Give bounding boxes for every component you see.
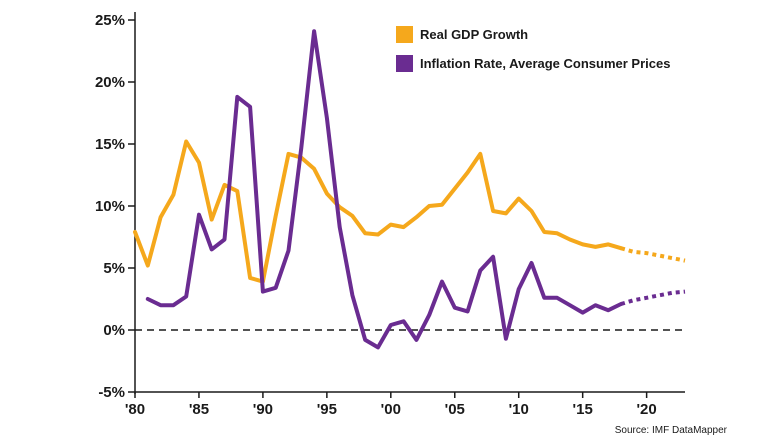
source-note: Source: IMF DataMapper [614, 425, 727, 436]
y-tick-label: 15% [95, 136, 125, 153]
series-lines [133, 29, 686, 350]
x-tick-label: '00 [381, 401, 401, 418]
y-tick-label: 20% [95, 74, 125, 91]
x-tick-label: '90 [253, 401, 273, 418]
axes: -5% 0% 5% 10% 15% 20% 25% '80 '85 '90 '95 '00 '05 '10… [95, 12, 685, 418]
x-tick-label: '80 [125, 401, 145, 418]
x-tick-label: '05 [445, 401, 465, 418]
x-tick-label: '20 [636, 401, 656, 418]
x-tick-label: '85 [189, 401, 209, 418]
legend-swatch-inflation-rate [396, 55, 413, 72]
legend-label-inflation-rate: Inflation Rate, Average Consumer Prices [420, 56, 670, 71]
series-line-inflation-rate [145, 29, 623, 350]
y-tick-label: 10% [95, 198, 125, 215]
y-tick-label: 5% [103, 260, 125, 277]
x-tick-label: '15 [573, 401, 593, 418]
legend: Real GDP Growth Inflation Rate, Average … [396, 26, 670, 72]
x-tick-label: '10 [509, 401, 529, 418]
legend-label-real-gdp-growth: Real GDP Growth [420, 27, 528, 42]
y-tick-label: 25% [95, 12, 125, 29]
x-tick-label: '95 [317, 401, 337, 418]
y-tick-label: -5% [98, 384, 125, 401]
legend-swatch-real-gdp-growth [396, 26, 413, 43]
series-projection-inflation-rate [620, 289, 686, 306]
series-line-real-gdp-growth [133, 139, 623, 284]
y-tick-label: 0% [103, 322, 125, 339]
series-projection-real-gdp-growth [620, 246, 686, 263]
